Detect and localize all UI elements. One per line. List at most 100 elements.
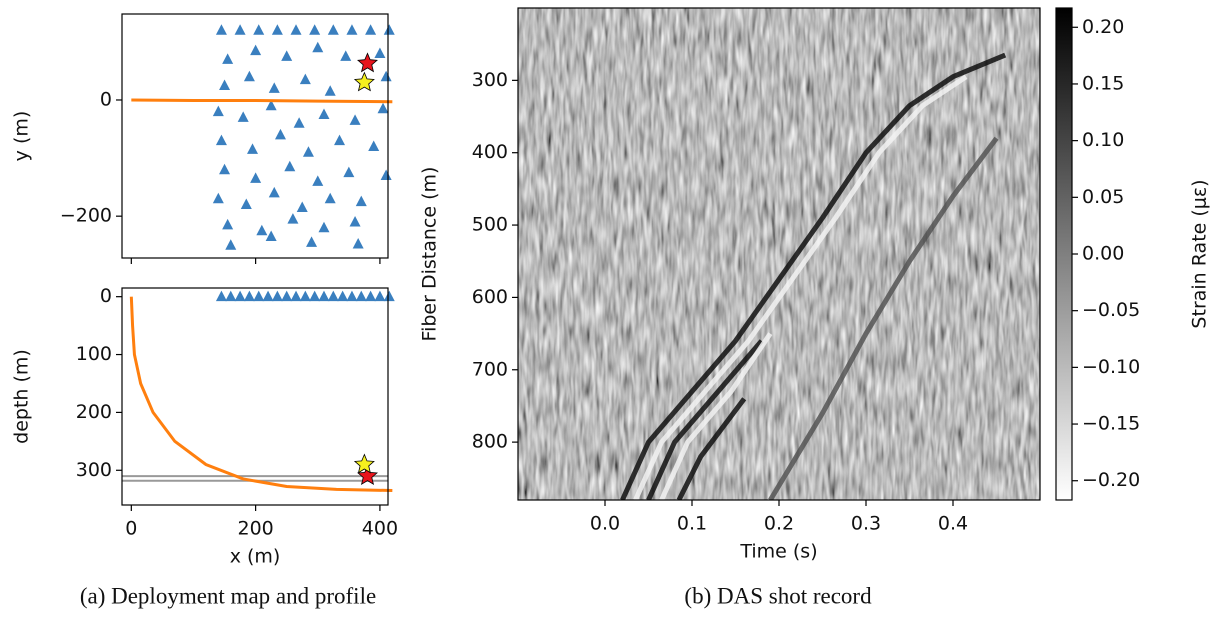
station (380, 169, 392, 181)
wavefront (659, 332, 773, 500)
station (309, 290, 321, 302)
station (318, 221, 330, 233)
station (312, 41, 324, 53)
station (284, 160, 296, 172)
station (324, 192, 336, 204)
wavefront (768, 136, 999, 500)
station (253, 290, 265, 302)
station (383, 290, 395, 302)
colorbar-label: Strain Rate (με) (1189, 179, 1211, 328)
station (296, 201, 308, 212)
station (290, 290, 302, 302)
heatmap-background (518, 8, 1040, 500)
caption: (a) Deployment map and profile (80, 583, 376, 608)
station (299, 290, 311, 302)
x-tick-label: 0.4 (938, 513, 968, 535)
colorbar-tick-label: −0.05 (1082, 299, 1140, 321)
station (368, 140, 380, 151)
colorbar-tick-label: −0.15 (1082, 413, 1140, 435)
station (346, 24, 358, 35)
axes-frame (121, 287, 389, 506)
station (346, 290, 358, 302)
station (268, 186, 280, 198)
station (215, 24, 227, 35)
station (222, 53, 234, 64)
station (309, 24, 321, 35)
station (380, 70, 392, 82)
station (349, 114, 361, 125)
station (234, 290, 246, 302)
station (337, 290, 349, 302)
station (253, 24, 265, 35)
station (243, 70, 255, 82)
y-tick-label: 100 (76, 343, 112, 365)
station (302, 146, 314, 157)
colorbar (1055, 7, 1073, 501)
x-axis-label: x (m) (230, 546, 281, 568)
y-tick-label: 700 (472, 358, 508, 380)
station (215, 290, 227, 302)
station (343, 166, 355, 178)
wavefront (646, 339, 764, 500)
station (355, 290, 367, 302)
source-star (353, 453, 375, 474)
x-tick-label: 400 (362, 518, 398, 540)
y-tick-label: 600 (472, 286, 508, 308)
station (312, 175, 324, 186)
station (355, 195, 367, 207)
station (212, 105, 224, 117)
station (262, 290, 274, 302)
y-tick-label: 300 (472, 69, 508, 91)
source-star (357, 465, 378, 486)
station (274, 128, 286, 140)
wavefronts (620, 52, 1007, 500)
colorbar-tick-label: 0.10 (1082, 129, 1124, 151)
x-axis-label: Time (s) (739, 541, 817, 563)
x-tick-label: 0.1 (677, 513, 707, 535)
y-tick-label: 500 (472, 214, 508, 236)
colorbar-tick-label: 0.15 (1082, 72, 1124, 94)
colorbar-tick-label: 0.20 (1082, 16, 1124, 38)
station (281, 50, 293, 61)
y-tick-label: 200 (76, 401, 112, 423)
station (318, 108, 330, 120)
station (374, 47, 386, 59)
x-tick-label: 0.3 (851, 513, 881, 535)
station (377, 102, 389, 114)
station (327, 24, 339, 35)
station (212, 192, 224, 204)
axes-frame (121, 13, 389, 259)
station (271, 24, 283, 35)
station (265, 230, 277, 242)
station (318, 290, 330, 302)
station (340, 50, 352, 61)
station (374, 290, 386, 302)
station (250, 172, 262, 183)
wavefront (676, 397, 747, 500)
y-tick-label: 800 (472, 431, 508, 453)
station (383, 24, 395, 35)
station (365, 24, 377, 35)
station (290, 24, 302, 35)
y-tick-label: 0 (100, 88, 112, 110)
station (247, 143, 259, 154)
station (324, 85, 336, 96)
station (281, 290, 293, 302)
y-axis-label: y (m) (11, 111, 33, 162)
station (215, 134, 227, 146)
station (293, 117, 305, 128)
station (219, 79, 231, 90)
colorbar-tick-label: 0.05 (1082, 186, 1124, 208)
caption: (b) DAS shot record (684, 583, 872, 608)
y-tick-label: −200 (60, 205, 112, 227)
station (349, 215, 361, 227)
colorbar-tick-label: 0.00 (1082, 243, 1124, 265)
station (327, 290, 339, 302)
station (250, 44, 262, 56)
y-tick-label: 300 (76, 459, 112, 481)
source-star (357, 52, 378, 73)
station (352, 238, 364, 249)
station (225, 239, 237, 250)
y-axis-label: depth (m) (11, 349, 33, 444)
